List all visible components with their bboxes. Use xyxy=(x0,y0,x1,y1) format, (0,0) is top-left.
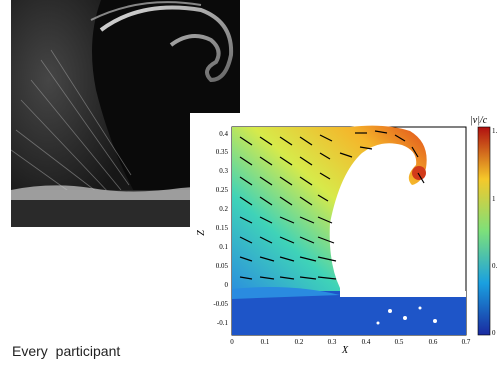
colorbar-tick: 0 xyxy=(492,329,496,337)
x-tick: 0.2 xyxy=(295,338,304,346)
velocity-plot: 0.4 0.35 0.3 0.25 0.2 0.15 0.1 0.05 0 -0… xyxy=(190,113,498,353)
x-tick: 0.4 xyxy=(362,338,371,346)
y-tick: 0.4 xyxy=(219,130,228,138)
y-tick-labels: 0.4 0.35 0.3 0.25 0.2 0.15 0.1 0.05 0 -0… xyxy=(213,130,228,327)
x-tick: 0.7 xyxy=(462,338,471,346)
velocity-field xyxy=(232,125,466,335)
colorbar-ticks: 1. 1 0. 0 xyxy=(492,127,498,337)
x-tick: 0.3 xyxy=(328,338,337,346)
y-tick: 0.35 xyxy=(216,148,229,156)
velocity-field-chart: 0.4 0.35 0.3 0.25 0.2 0.15 0.1 0.05 0 -0… xyxy=(196,115,498,353)
y-tick: 0.05 xyxy=(216,262,229,270)
y-axis-label: Z xyxy=(196,230,207,236)
y-tick: 0.1 xyxy=(219,243,228,251)
x-tick: 0.6 xyxy=(429,338,438,346)
y-tick: 0.25 xyxy=(216,186,229,194)
x-axis-label: X xyxy=(341,345,349,353)
body-text: Every participant xyxy=(12,343,121,359)
velocity-arrows xyxy=(239,130,425,280)
colorbar-tick: 0. xyxy=(492,262,498,270)
colorbar-tick: 1. xyxy=(492,127,498,135)
colorbar-label: |v|/c xyxy=(470,115,488,126)
y-tick: -0.05 xyxy=(213,300,228,308)
x-tick: 0 xyxy=(230,338,234,346)
x-tick: 0.1 xyxy=(261,338,270,346)
y-tick: 0 xyxy=(225,281,229,289)
y-tick: 0.2 xyxy=(219,205,228,213)
y-tick: 0.15 xyxy=(216,224,229,232)
x-tick-labels: 0 0.1 0.2 0.3 0.4 0.5 0.6 0.7 xyxy=(230,338,471,346)
x-tick: 0.5 xyxy=(395,338,404,346)
colorbar-tick: 1 xyxy=(492,195,496,203)
y-tick: 0.3 xyxy=(219,167,228,175)
colorbar xyxy=(477,126,491,336)
y-tick: -0.1 xyxy=(217,319,229,327)
